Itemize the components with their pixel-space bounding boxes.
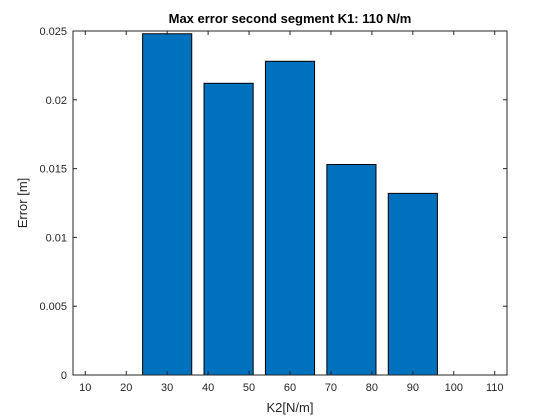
bar-3	[326, 163, 377, 376]
bars-group	[142, 33, 438, 376]
x-axis-ticks: 10 20 30 40 50 60 70 80 90 100 110	[79, 31, 503, 394]
bar-2	[264, 60, 316, 376]
x-tick-label-7: 80	[366, 382, 378, 394]
x-tick-label-9: 100	[445, 382, 463, 394]
x-tick-label-3: 40	[202, 382, 214, 394]
x-tick-label-10: 110	[486, 382, 504, 394]
bar-4	[387, 192, 438, 376]
y-tick-label-2: 0.01	[46, 232, 67, 244]
x-axis-label: K2[N/m]	[267, 400, 314, 415]
y-tick-label-0: 0	[61, 370, 67, 382]
chart-title: Max error second segment K1: 110 N/m	[169, 11, 412, 26]
x-tick-label-2: 30	[161, 382, 173, 394]
y-tick-label-4: 0.02	[46, 95, 67, 107]
axes-box	[72, 30, 508, 376]
bar-1	[203, 82, 254, 376]
y-axis-ticks: 0 0.005 0.01 0.015 0.02 0.025	[39, 26, 507, 382]
x-tick-label-6: 70	[325, 382, 337, 394]
bar-0	[142, 33, 193, 376]
y-tick-label-5: 0.025	[39, 26, 67, 38]
x-tick-label-1: 20	[120, 382, 132, 394]
y-tick-label-1: 0.005	[39, 301, 67, 313]
x-tick-label-8: 90	[407, 382, 419, 394]
y-axis-label: Error [m]	[15, 178, 30, 229]
x-tick-label-4: 50	[243, 382, 255, 394]
x-tick-label-0: 10	[79, 382, 91, 394]
y-tick-label-3: 0.015	[39, 164, 67, 176]
x-tick-label-5: 60	[284, 382, 296, 394]
